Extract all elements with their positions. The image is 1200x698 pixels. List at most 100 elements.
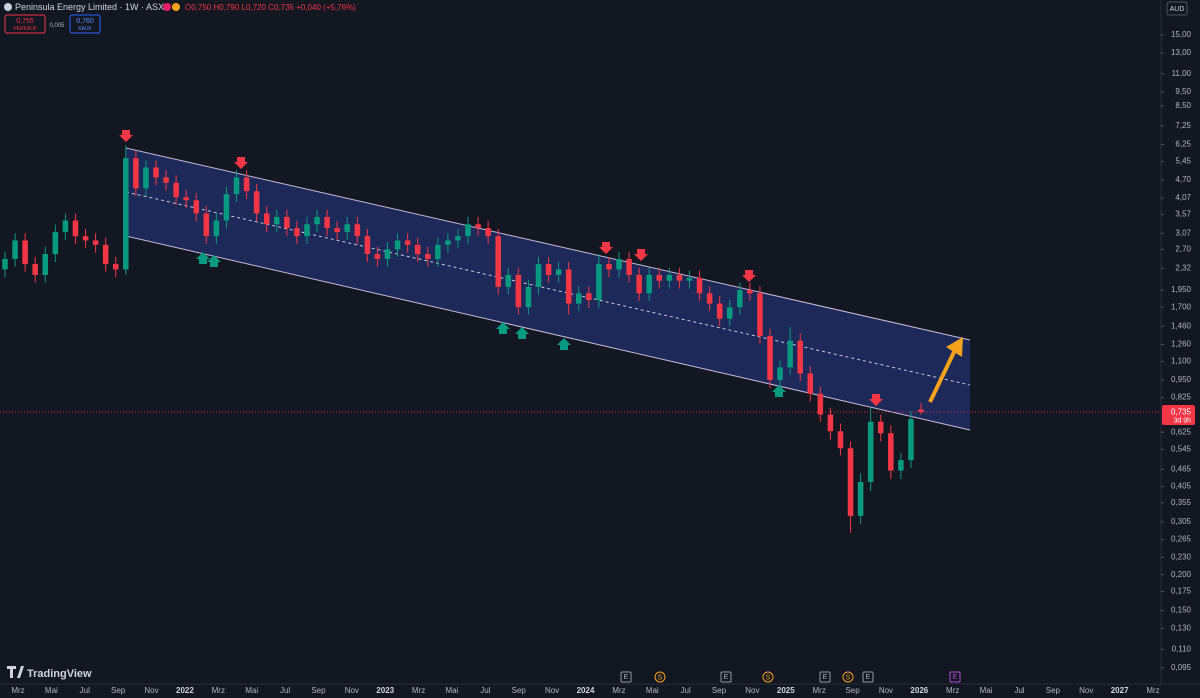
event-earnings: E [866, 674, 871, 681]
time-axis: Mrz Mai Jul Sep Nov 2022 Mrz Mai Jul Sep Nov 2023 Mr… [11, 686, 1159, 695]
down-arrow [119, 130, 133, 142]
event-box [762, 671, 774, 683]
event-box [654, 671, 666, 683]
candle-body [243, 177, 250, 192]
x-tick-label: Mai [980, 686, 993, 695]
candle-body [425, 254, 431, 259]
currency[interactable]: AUD [1170, 6, 1185, 13]
y-tick-label: 0,230 [1171, 552, 1192, 561]
up-markers [196, 252, 786, 397]
candle-body [747, 290, 753, 294]
y-tick-label: 0,110 [1172, 645, 1192, 654]
y-tick-label: 0,825 [1171, 393, 1192, 402]
y-tick-label: 8,50 [1175, 101, 1191, 110]
x-tick-label: Jul [280, 686, 290, 695]
currency-button[interactable] [1166, 1, 1188, 16]
y-tick-label: 0,095 [1171, 663, 1192, 672]
y-tick-label: 0,175 [1171, 586, 1192, 595]
buy-price[interactable]: 0,760 [76, 18, 94, 25]
y-tick-label: 0,625 [1171, 427, 1192, 436]
sell-label[interactable]: VERKAUF [13, 26, 37, 32]
x-tick-label: Nov [879, 686, 893, 695]
candle-body [555, 269, 562, 275]
y-tick-label: 15,00 [1171, 30, 1192, 39]
candle-body [394, 240, 401, 250]
candles [2, 145, 924, 533]
candle-body [314, 216, 320, 225]
x-tick-label: Jul [681, 686, 691, 695]
y-tick-label: 0,950 [1171, 375, 1192, 384]
logo-text: TradingView [27, 668, 92, 680]
x-tick-label: Jul [1014, 686, 1024, 695]
candle-body [505, 274, 512, 287]
candle-body [465, 224, 471, 237]
candle-body [304, 224, 310, 237]
y-tick-label: 1,700 [1171, 302, 1192, 311]
candle-body [223, 194, 230, 221]
candle-body [72, 220, 79, 237]
candle-body [535, 264, 542, 287]
event-split: S [846, 675, 851, 682]
candle-body [52, 232, 59, 255]
last-price-label: 0,735 [1171, 408, 1192, 417]
candle-body [767, 335, 773, 380]
candle-body [857, 481, 864, 516]
candle-body [163, 177, 169, 183]
x-tick-label: 2023 [376, 686, 394, 695]
candle-body [716, 303, 723, 319]
up-arrow [515, 327, 529, 339]
buy-button[interactable] [69, 14, 101, 34]
ohlc: O0,750 H0,790 L0,720 C0,735 +0,040 (+5,7… [185, 3, 356, 12]
price-axis: 15,00 13,00 11,00 9,50 8,50 7,25 6,25 5,45 4,70 4… [1161, 30, 1192, 672]
x-tick-label: Mai [245, 686, 258, 695]
candle-body [213, 220, 220, 237]
candle-body [22, 240, 28, 265]
event-split: S [766, 675, 771, 682]
x-tick-label: Mrz [11, 686, 24, 695]
x-tick-label: Mrz [946, 686, 959, 695]
y-tick-label: 3,07 [1175, 228, 1191, 237]
y-tick-label: 1,100 [1171, 357, 1192, 366]
y-tick-label: 13,00 [1171, 48, 1192, 57]
up-arrow [772, 385, 786, 397]
down-arrow [234, 157, 248, 169]
buy-label[interactable]: KAUF [78, 26, 91, 32]
candle-body [143, 167, 149, 189]
events: E S E S E S E E [620, 671, 961, 683]
sell-price[interactable]: 0,755 [16, 18, 34, 25]
y-tick-label: 2,70 [1175, 244, 1191, 253]
candle-body [233, 177, 240, 195]
candle-body [676, 274, 683, 281]
x-tick-label: 2027 [1111, 686, 1129, 695]
candle-body [898, 460, 904, 471]
x-tick-label: 2025 [777, 686, 795, 695]
y-tick-label: 0,130 [1171, 624, 1192, 633]
candle-body [888, 433, 894, 471]
x-tick-label: Mrz [412, 686, 425, 695]
candle-body [636, 274, 642, 294]
x-tick-label: Mrz [1146, 686, 1159, 695]
candle-body [455, 236, 461, 241]
candle-body [62, 220, 69, 233]
y-tick-label: 0,465 [1171, 464, 1192, 473]
y-tick-label: 9,50 [1175, 87, 1191, 96]
candle-body [183, 197, 189, 201]
event-earnings: E [624, 674, 629, 681]
candle-body [173, 182, 179, 198]
y-tick-label: 6,25 [1175, 140, 1191, 149]
sell-button[interactable] [4, 14, 46, 34]
x-tick-label: Nov [745, 686, 759, 695]
y-tick-label: 4,07 [1175, 193, 1191, 202]
y-tick-label: 7,25 [1175, 121, 1191, 130]
y-tick-label: 0,200 [1171, 570, 1192, 579]
symbol-icon [4, 3, 12, 11]
candle-body [133, 158, 139, 189]
candle-body [686, 277, 693, 281]
candle-body [515, 274, 522, 308]
candle-body [606, 264, 612, 270]
candle-body [807, 373, 814, 394]
event-box [620, 671, 632, 683]
